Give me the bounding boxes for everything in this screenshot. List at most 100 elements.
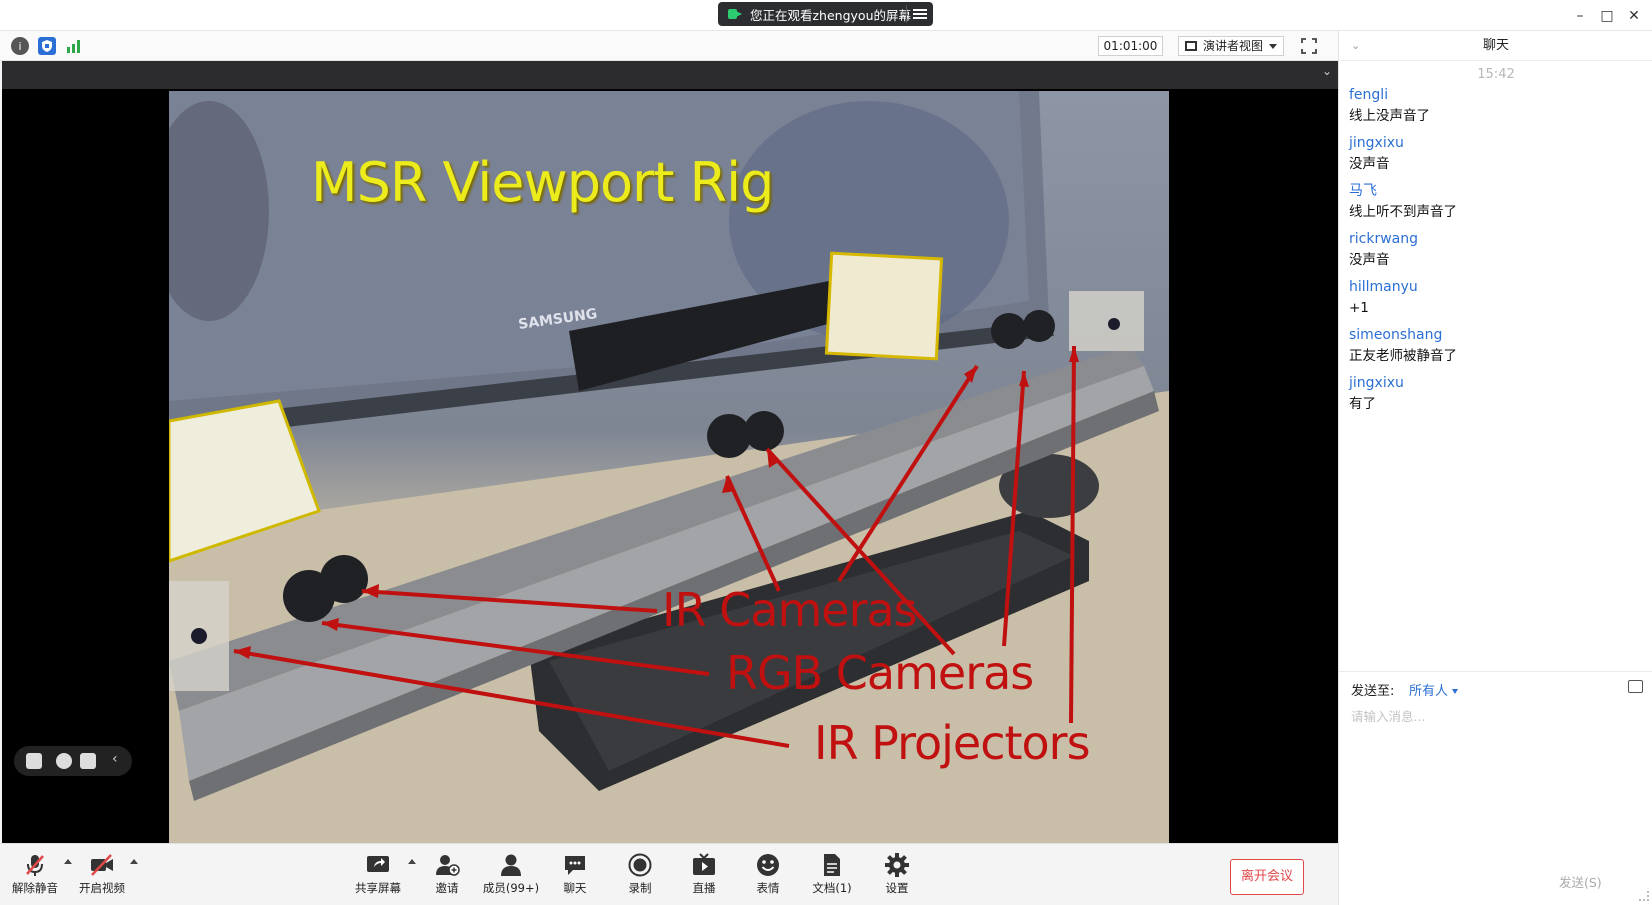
message-sender[interactable]: rickrwang [1349,231,1418,247]
message-sender[interactable]: simeonshang [1349,327,1443,343]
chat-message: fengli 线上没声音了 [1349,85,1639,127]
chat-message: jingxixu 没声音 [1349,133,1639,175]
unmute-label: 解除静音 [12,881,58,895]
send-to-dropdown[interactable]: 所有人 [1409,680,1459,699]
message-text: 有了 [1349,396,1376,412]
fullscreen-icon[interactable] [1301,38,1317,54]
docs-button[interactable]: 文档(1) [802,852,862,902]
chat-message: jingxixu 有了 [1349,373,1639,415]
view-mode-label: 演讲者视图 [1203,39,1264,53]
meeting-toolbar: i 01:01:00 演讲者视图 [0,31,1338,61]
chat-title: 聊天 [1482,38,1509,53]
menu-icon[interactable] [913,7,927,21]
chat-timestamp: 15:42 [1477,67,1515,82]
chat-message: simeonshang 正友老师被静音了 [1349,325,1639,367]
message-sender[interactable]: hillmanyu [1349,279,1418,295]
record-icon [628,853,652,877]
chat-message-input[interactable] [1351,706,1641,866]
smiley-icon [757,854,779,876]
live-button[interactable]: 直播 [674,852,734,902]
message-text: 没声音 [1349,156,1390,172]
live-label: 直播 [692,881,716,895]
shared-screen-view[interactable]: ⌄ [2,61,1338,843]
send-button[interactable]: 发送(S) [1559,875,1602,890]
chevron-down-icon[interactable]: ⌄ [1321,64,1332,78]
layout-icon [1185,41,1197,51]
image-icon[interactable] [1628,680,1643,693]
view-mode-dropdown[interactable]: 演讲者视图 [1178,36,1284,56]
video-top-strip: ⌄ [2,61,1338,89]
close-icon[interactable]: ✕ [1628,8,1640,24]
invite-label: 邀请 [435,881,459,895]
chat-panel: ⌄ 聊天 15:42 fengli 线上没声音了 jingxixu 没声音 马飞… [1338,31,1652,905]
svg-text:i: i [18,40,21,53]
signal-strength-icon[interactable] [65,37,83,55]
chevron-down-icon[interactable]: ⌄ [1351,39,1361,52]
share-banner[interactable]: 您正在观看zhengyou的屏幕 [718,2,933,26]
message-text: 没声音 [1349,252,1390,268]
send-to-value: 所有人 [1409,684,1449,699]
microphone-muted-icon [26,855,44,876]
share-options-caret[interactable] [408,859,416,864]
invite-button[interactable]: 邀请 [417,852,477,902]
settings-button[interactable]: 设置 [867,852,927,902]
user-icon [501,854,521,876]
chat-button[interactable]: 聊天 [545,852,605,902]
presentation-slide: SAMSUNG MSR Viewport Rig IR Cameras RGB … [169,91,1169,843]
caption-icon[interactable] [80,753,96,769]
video-tools-pill: ‹ [14,746,132,776]
members-button[interactable]: 成员(99+) [481,852,541,902]
message-text: +1 [1349,300,1369,316]
settings-label: 设置 [885,881,909,895]
chevron-down-icon [1269,44,1277,49]
chat-message: hillmanyu +1 [1349,277,1639,319]
video-off-icon [91,854,113,876]
emoji-button[interactable]: 表情 [738,852,798,902]
emoji-label: 表情 [756,881,780,895]
message-sender[interactable]: 马飞 [1349,183,1377,199]
chat-label: 聊天 [563,881,587,895]
info-icon[interactable]: i [11,37,29,55]
add-user-icon [436,855,460,876]
video-camera-icon [728,9,742,19]
live-tv-icon [693,853,715,875]
docs-label: 文档(1) [812,881,852,895]
message-text: 线上听不到声音了 [1349,204,1457,220]
chat-bubble-icon [565,856,585,875]
leave-meeting-button[interactable]: 离开会议 [1230,859,1304,895]
chat-message-list[interactable]: fengli 线上没声音了 jingxixu 没声音 马飞 线上听不到声音了 r… [1349,85,1639,421]
title-bar: 您正在观看zhengyou的屏幕 – □ ✕ [0,0,1652,31]
maximize-icon[interactable]: □ [1600,8,1614,24]
bottom-control-bar: 解除静音 开启视频 共享屏幕 [0,843,1338,905]
chat-message: rickrwang 没声音 [1349,229,1639,271]
video-options-caret[interactable] [130,859,138,864]
chat-header: ⌄ 聊天 [1339,31,1652,61]
unmute-button[interactable]: 解除静音 [5,852,65,902]
chevron-left-icon[interactable]: ‹ [112,751,118,767]
shield-icon[interactable] [38,37,56,55]
members-label: 成员(99+) [482,881,540,895]
label-ir-cameras: IR Cameras [662,583,918,637]
slide-photo: SAMSUNG [169,91,1169,843]
grid-icon[interactable] [26,753,42,769]
start-video-label: 开启视频 [79,881,125,895]
message-sender[interactable]: fengli [1349,87,1389,103]
audio-options-caret[interactable] [64,859,72,864]
message-sender[interactable]: jingxixu [1349,375,1404,391]
share-screen-button[interactable]: 共享屏幕 [348,852,408,902]
slide-title: MSR Viewport Rig [311,151,774,214]
start-video-button[interactable]: 开启视频 [72,852,132,902]
minimize-icon[interactable]: – [1576,8,1584,24]
share-banner-text: 您正在观看zhengyou的屏幕 [750,7,911,23]
chat-compose-area: 发送至: 所有人 发送(S) [1339,671,1652,905]
share-screen-label: 共享屏幕 [355,881,401,895]
record-button[interactable]: 录制 [610,852,670,902]
message-sender[interactable]: jingxixu [1349,135,1404,151]
emoji-icon[interactable] [56,753,72,769]
record-label: 录制 [628,881,652,895]
resize-grip[interactable] [1639,891,1649,901]
document-icon [824,854,840,876]
meeting-timer: 01:01:00 [1098,36,1163,56]
chevron-down-icon [1452,689,1459,694]
